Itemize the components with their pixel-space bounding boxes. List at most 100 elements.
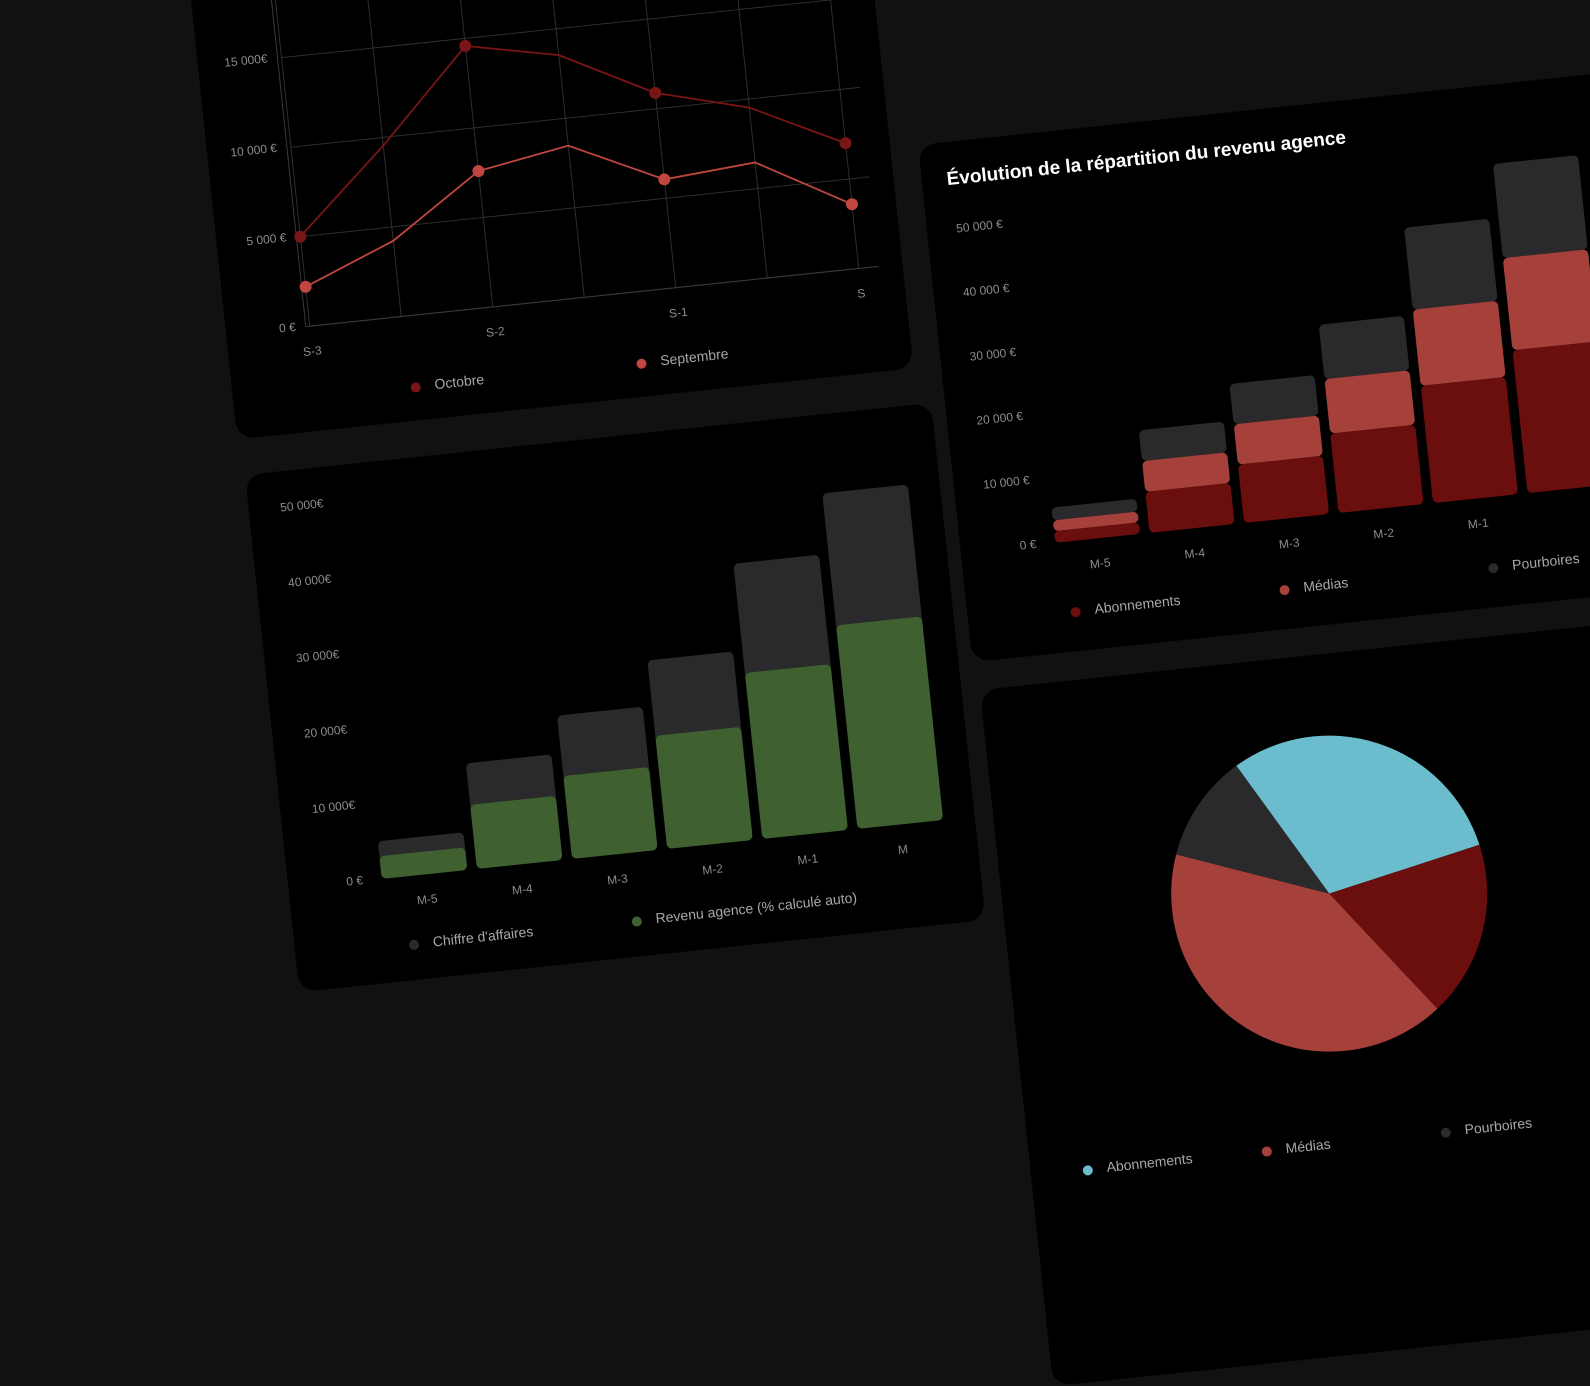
bar — [1051, 499, 1138, 520]
series-point — [649, 86, 662, 99]
legend-dot — [1261, 1146, 1272, 1157]
bar — [1493, 155, 1588, 258]
grid-line — [300, 176, 870, 238]
legend-label: Pourboires — [1511, 550, 1580, 573]
grid-line-vertical — [727, 0, 768, 279]
legend-label: Abonnements — [1094, 592, 1182, 617]
card-line: 0 € 5 000 € 10 000 € 15 000€ S-3 S-2 S-1 S Octob… — [187, 0, 914, 440]
line-chart: 0 € 5 000 € 10 000 € 15 000€ S-3 S-2 S-1 S Octob… — [224, 0, 879, 393]
series-line — [305, 144, 853, 288]
grid-line-vertical — [636, 0, 677, 288]
page: {"chart_data": [ {"type": "line", "categ… — [187, 0, 1590, 1386]
grid-line-vertical — [453, 0, 494, 307]
card-bars: 0 € 10 000€ 20 000€ 30 000€ 40 000€ 50 000€ M-… — [245, 402, 986, 993]
series-point — [839, 137, 852, 150]
card-stacked: Évolution de la répartition du revenu ag… — [918, 61, 1590, 663]
bar-chart: 0 € 10 000€ 20 000€ 30 000€ 40 000€ 50 000€ M-… — [279, 484, 943, 950]
axis-line — [305, 265, 879, 328]
x-tick-label: M-1 — [1467, 516, 1489, 532]
legend-dot — [636, 358, 647, 369]
bar — [655, 727, 753, 849]
bar — [1238, 456, 1329, 523]
grid-line — [290, 86, 860, 148]
legend-dot — [1488, 563, 1499, 574]
y-tick-label: 30 000 € — [969, 345, 1017, 364]
bar — [1139, 422, 1227, 461]
series-point — [299, 280, 312, 293]
y-tick-label: 40 000 € — [962, 281, 1010, 300]
legend-label: Octobre — [434, 371, 485, 392]
x-tick-label: M-3 — [1278, 535, 1300, 551]
bar — [563, 767, 658, 859]
x-tick-label: M-2 — [702, 861, 724, 877]
bar — [1319, 316, 1409, 379]
y-tick-label: 10 000 € — [230, 141, 278, 160]
series-line — [299, 44, 846, 238]
series-point — [294, 230, 307, 243]
bar — [1054, 522, 1140, 543]
legend-label: Revenu agence (% calculé auto) — [655, 889, 858, 926]
y-tick-label: 30 000€ — [295, 647, 340, 665]
series-point — [658, 173, 671, 186]
y-tick-label: 20 000€ — [303, 722, 348, 740]
y-tick-label: 50 000 € — [956, 217, 1004, 236]
y-tick-label: 15 000€ — [224, 51, 269, 69]
legend-dot — [410, 382, 421, 393]
x-tick-label: S-3 — [302, 343, 322, 359]
y-tick-label: 0 € — [278, 320, 296, 336]
legend-dot — [1440, 1127, 1451, 1138]
grid-line-vertical — [361, 0, 402, 317]
x-tick-label: M-4 — [511, 881, 533, 897]
bar — [1404, 219, 1498, 310]
legend-dot — [1070, 607, 1081, 618]
axis-line — [266, 0, 307, 327]
legend-label: Chiffre d'affaires — [432, 923, 534, 949]
legend-dot — [409, 939, 420, 950]
legend-dot — [631, 916, 642, 927]
legend-dot — [1279, 585, 1290, 596]
x-tick-label: M — [897, 842, 908, 857]
bar — [1330, 425, 1424, 513]
y-tick-label: 0 € — [1019, 537, 1037, 553]
series-point — [472, 165, 485, 178]
y-tick-label: 5 000 € — [246, 230, 288, 248]
grid-line-vertical — [544, 0, 585, 298]
y-tick-label: 0 € — [346, 873, 364, 889]
stacked-bar-chart: Évolution de la répartition du revenu ag… — [946, 126, 1590, 618]
x-tick-label: M-2 — [1373, 526, 1395, 542]
bar — [1234, 415, 1323, 465]
legend-label: Pourboires — [1464, 1114, 1533, 1137]
x-tick-label: S — [857, 286, 866, 301]
x-tick-label: S-1 — [668, 305, 688, 321]
bar — [470, 796, 563, 869]
bar — [1503, 249, 1590, 350]
x-tick-label: M-4 — [1184, 545, 1206, 561]
bar — [836, 616, 943, 829]
bar — [745, 664, 848, 839]
bar — [1421, 377, 1518, 503]
bar — [1053, 511, 1139, 531]
x-tick-label: M-5 — [416, 891, 438, 907]
bar — [1142, 452, 1230, 492]
grid-line-vertical — [819, 0, 860, 269]
pie-slice — [1236, 735, 1480, 894]
card-pie: Abonnements Médias Pourboires — [980, 606, 1590, 1386]
bar — [1229, 375, 1319, 424]
x-tick-label: S-2 — [485, 324, 505, 340]
y-tick-label: 40 000€ — [287, 572, 332, 590]
series-point — [845, 198, 858, 211]
bar — [1324, 370, 1415, 434]
x-tick-label: M-1 — [797, 851, 819, 867]
bar — [1145, 483, 1235, 533]
grid-line-vertical — [270, 0, 311, 327]
pie-slice — [1176, 765, 1330, 894]
bar — [1413, 301, 1506, 386]
bar — [379, 847, 467, 879]
legend-dot — [1082, 1165, 1093, 1176]
pie-chart: Abonnements Médias Pourboires — [1082, 735, 1533, 1176]
y-tick-label: 10 000€ — [311, 798, 356, 816]
bar — [1512, 341, 1590, 493]
grid-line — [281, 0, 851, 59]
pie-slice — [1329, 844, 1488, 1009]
x-tick-label: M-3 — [606, 871, 628, 887]
